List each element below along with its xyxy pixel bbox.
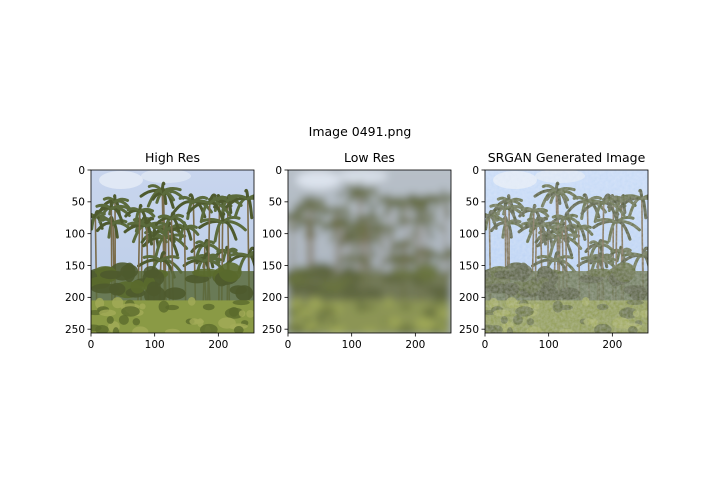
x-tick-label: 0 [88, 339, 95, 351]
y-tick-label: 150 [262, 260, 282, 272]
x-tick-label: 200 [405, 339, 425, 351]
x-tick-label: 100 [539, 339, 559, 351]
image-low-res [288, 170, 451, 333]
axis-title: High Res [145, 150, 200, 165]
panel-low-res: Low Res 0 100 200 0 50 100 150 200 250 [262, 150, 452, 351]
y-tick-label: 100 [459, 228, 479, 240]
image-srgan [485, 170, 648, 333]
y-tick-label: 250 [65, 324, 85, 336]
y-tick-label: 250 [459, 324, 479, 336]
y-tick-label: 50 [72, 197, 85, 209]
y-tick-label: 50 [466, 197, 479, 209]
y-tick-label: 0 [275, 165, 282, 177]
y-tick-label: 100 [65, 228, 85, 240]
axes-frame [484, 169, 649, 334]
axis-title: SRGAN Generated Image [488, 150, 646, 165]
x-tick-label: 100 [342, 339, 362, 351]
axis-title: Low Res [344, 150, 395, 165]
y-tick-label: 100 [262, 228, 282, 240]
y-tick-label: 0 [472, 165, 479, 177]
y-tick-label: 150 [65, 260, 85, 272]
x-tick-label: 200 [208, 339, 228, 351]
y-tick-label: 250 [262, 324, 282, 336]
axes-frame [90, 169, 255, 334]
x-tick-label: 0 [482, 339, 489, 351]
figure-title: Image 0491.png [309, 124, 412, 139]
panel-srgan: SRGAN Generated Image 0 100 200 0 50 100 150 200… [459, 150, 649, 351]
y-tick-label: 50 [269, 197, 282, 209]
y-tick-label: 200 [262, 292, 282, 304]
x-tick-label: 100 [145, 339, 165, 351]
panel-high-res: High Res 0 100 200 0 50 100 150 200 250 [65, 150, 255, 351]
y-tick-label: 200 [459, 292, 479, 304]
x-tick-label: 200 [602, 339, 622, 351]
x-tick-label: 0 [285, 339, 292, 351]
y-tick-label: 200 [65, 292, 85, 304]
image-high-res [91, 170, 254, 333]
y-tick-label: 0 [78, 165, 85, 177]
y-tick-label: 150 [459, 260, 479, 272]
axes-frame [287, 169, 452, 334]
